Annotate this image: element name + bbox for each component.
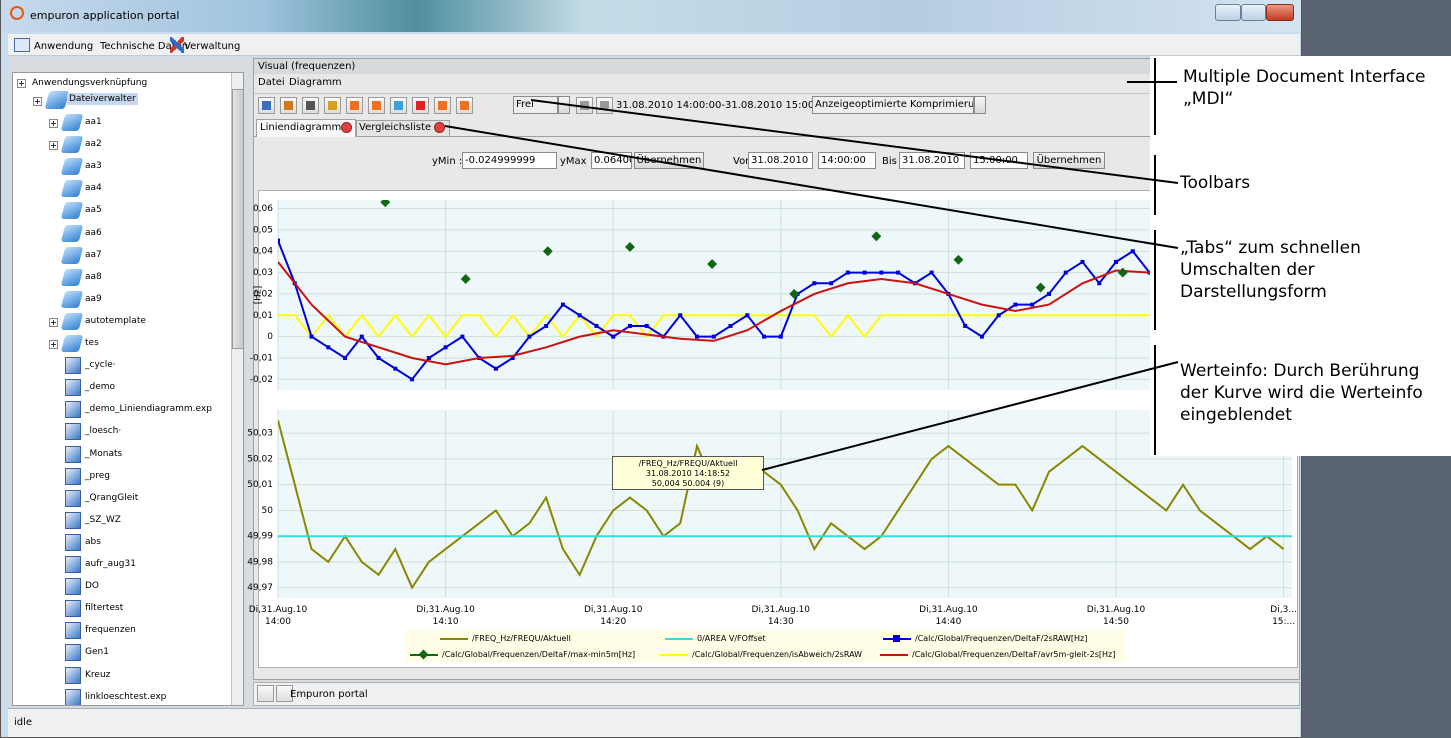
callout-lines (0, 0, 1451, 738)
callout-line (762, 362, 1178, 470)
callout-line (531, 100, 1178, 183)
callout-line (445, 126, 1178, 248)
callout-line-group (445, 58, 1178, 470)
desktop: empuron application portal Anwendung Tec… (0, 0, 1451, 738)
